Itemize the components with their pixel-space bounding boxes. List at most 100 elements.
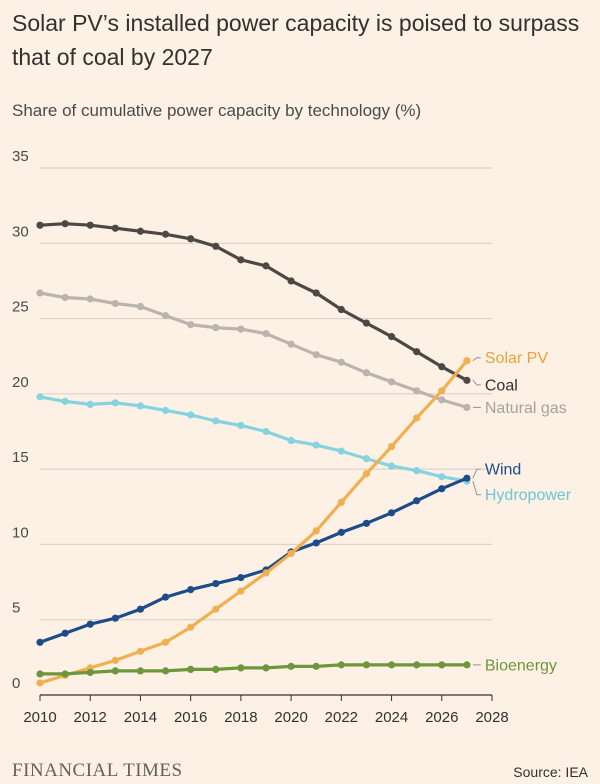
x-axis-tick-labels: 2010 2012 2014 2016 2018 2020 2022 2024 2026 2028: [23, 695, 509, 726]
leader-line-wind: [472, 468, 481, 479]
y-tick-label: 0: [12, 675, 20, 692]
x-tick-label: 2010: [23, 709, 56, 726]
leader-line-solar-pv: [472, 357, 481, 362]
data-point-natural-gas: [111, 299, 119, 308]
data-point-hydropower: [262, 427, 270, 436]
data-point-hydropower: [413, 467, 421, 475]
data-point-hydropower: [438, 473, 446, 481]
x-tick-label: 2012: [74, 709, 107, 726]
x-tick-label: 2016: [174, 709, 207, 726]
data-point-solar-pv: [312, 527, 320, 535]
data-point-natural-gas: [237, 325, 245, 333]
chart-subtitle: Share of cumulative power capacity by te…: [12, 101, 422, 120]
x-tick-label: 2028: [475, 709, 508, 726]
data-point-bioenergy: [237, 664, 245, 672]
data-point-hydropower: [362, 455, 371, 463]
data-point-solar-pv: [212, 605, 220, 613]
data-point-wind: [161, 593, 170, 601]
data-point-hydropower: [136, 402, 145, 410]
series-line-hydropower: [38, 395, 469, 483]
series-line-wind: [38, 476, 469, 644]
x-tick-label: 2026: [425, 709, 458, 726]
series-hydropower: [36, 393, 471, 485]
data-point-bioenergy: [362, 661, 371, 669]
series-label-bioenergy: Bioenergy: [485, 657, 557, 674]
data-point-hydropower: [36, 393, 44, 401]
data-point-natural-gas: [262, 330, 270, 338]
y-axis-tick-labels: 0 5 10 15 20 25 30 35: [12, 148, 29, 692]
data-point-hydropower: [237, 421, 245, 430]
data-point-coal: [287, 277, 295, 285]
data-point-solar-pv: [36, 679, 44, 687]
data-point-bioenergy: [111, 667, 119, 675]
x-tick-label: 2022: [325, 709, 358, 726]
series-bioenergy: [36, 661, 471, 678]
data-point-wind: [387, 509, 396, 517]
data-point-bioenergy: [61, 670, 69, 678]
data-point-hydropower: [312, 441, 320, 449]
data-point-wind: [187, 586, 195, 594]
series-lines: [36, 220, 471, 687]
data-point-solar-pv: [287, 549, 295, 558]
data-point-solar-pv: [161, 638, 170, 646]
data-point-natural-gas: [187, 320, 195, 329]
data-point-coal: [262, 262, 270, 270]
y-tick-label: 20: [12, 374, 29, 391]
data-point-wind: [362, 519, 371, 527]
series-solar-pv: [36, 357, 471, 687]
data-point-solar-pv: [111, 656, 119, 664]
data-point-solar-pv: [237, 587, 245, 595]
data-point-coal: [36, 221, 44, 229]
data-point-solar-pv: [337, 498, 345, 506]
series-line-natural-gas: [38, 291, 469, 409]
data-point-natural-gas: [362, 369, 371, 377]
data-point-wind: [438, 485, 446, 493]
data-point-wind: [36, 638, 44, 646]
data-point-hydropower: [111, 399, 119, 407]
data-point-bioenergy: [187, 665, 195, 674]
data-point-natural-gas: [387, 378, 396, 386]
data-point-hydropower: [287, 436, 295, 445]
y-tick-label: 15: [12, 449, 29, 466]
data-point-natural-gas: [61, 293, 69, 302]
data-point-bioenergy: [161, 667, 170, 675]
data-point-solar-pv: [187, 623, 195, 631]
data-point-solar-pv: [262, 569, 270, 577]
data-point-coal: [362, 319, 371, 327]
data-point-natural-gas: [463, 403, 471, 412]
data-point-hydropower: [387, 462, 396, 470]
data-point-bioenergy: [312, 662, 320, 670]
data-point-coal: [237, 256, 245, 264]
data-point-natural-gas: [136, 302, 145, 311]
data-point-coal: [312, 289, 320, 297]
series-end-labels: Solar PV Coal Natural gas Wind Hydropower Bio…: [472, 350, 572, 674]
data-point-wind: [237, 573, 245, 582]
series-label-hydropower: Hydropower: [485, 487, 572, 504]
data-point-solar-pv: [387, 442, 396, 451]
data-point-natural-gas: [161, 311, 170, 320]
data-point-coal: [161, 230, 170, 238]
y-tick-label: 35: [12, 148, 29, 165]
data-point-bioenergy: [136, 667, 145, 675]
data-point-wind: [61, 629, 69, 637]
data-point-hydropower: [187, 411, 195, 419]
data-point-coal: [111, 224, 119, 232]
data-point-coal: [463, 376, 471, 384]
data-point-natural-gas: [86, 295, 94, 303]
data-point-hydropower: [212, 417, 220, 425]
data-point-hydropower: [161, 406, 170, 415]
series-coal: [36, 220, 471, 384]
series-natural-gas: [36, 289, 471, 412]
data-point-wind: [212, 579, 220, 588]
data-point-coal: [86, 221, 94, 229]
data-point-wind: [111, 614, 119, 622]
series-label-wind: Wind: [485, 462, 521, 479]
chart-title: Solar PV’s installed power capacity is p…: [12, 10, 580, 70]
x-tick-label: 2020: [274, 709, 307, 726]
data-point-natural-gas: [36, 289, 44, 297]
data-point-coal: [413, 348, 421, 356]
data-point-natural-gas: [438, 396, 446, 404]
data-point-wind: [86, 620, 94, 628]
data-point-solar-pv: [136, 647, 145, 655]
data-point-wind: [337, 528, 345, 536]
